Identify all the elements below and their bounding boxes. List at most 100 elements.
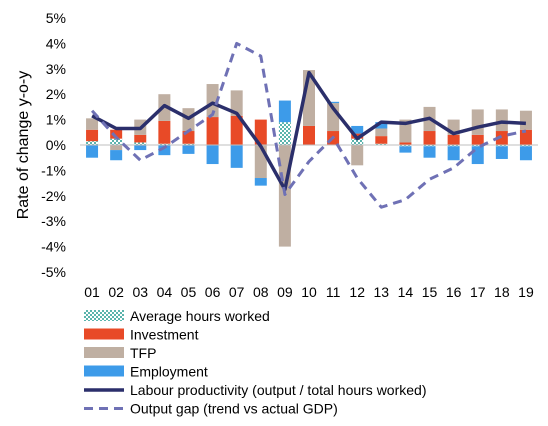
bar-tfp [110, 145, 123, 151]
bar-average-hours-worked [134, 142, 147, 145]
bar-investment [230, 115, 243, 145]
bar-investment [447, 134, 460, 145]
y-axis-title: Rate of change y-o-y [15, 71, 32, 220]
bar-employment [254, 178, 267, 186]
bar-average-hours-worked [399, 145, 412, 147]
bar-average-hours-worked [158, 143, 171, 145]
x-tick-label: 09 [277, 284, 293, 300]
legend: Average hours worked Investment TFP Employm… [84, 308, 427, 417]
legend-label: TFP [130, 345, 156, 361]
x-tick-label: 18 [494, 284, 510, 300]
bar-tfp [206, 84, 219, 118]
y-tick-label: -4% [41, 239, 66, 255]
x-tick-label: 03 [132, 284, 148, 300]
bar-tfp [471, 109, 484, 135]
x-tick-label: 07 [229, 284, 245, 300]
legend-item: Labour productivity (output / total hour… [84, 382, 427, 398]
bar-investment [375, 136, 388, 144]
bar-investment [303, 125, 315, 145]
bar-average-hours-worked [375, 143, 388, 145]
bar-employment [158, 145, 171, 156]
bar-tfp [495, 109, 508, 132]
y-tick-label: -5% [41, 264, 66, 280]
x-tick-label: 02 [108, 284, 124, 300]
bar-average-hours-worked [278, 122, 291, 145]
bar-employment [86, 145, 99, 158]
legend-label: Output gap (trend vs actual GDP) [130, 401, 338, 417]
y-tick-label: 1% [46, 112, 66, 128]
bar-average-hours-worked [519, 145, 532, 147]
bar-tfp [399, 119, 412, 143]
x-tick-label: 16 [446, 284, 462, 300]
bar-tfp [86, 118, 99, 130]
bar-investment [134, 134, 147, 143]
bar-employment [495, 146, 508, 159]
bar-employment [399, 146, 412, 153]
legend-item: Investment [84, 327, 199, 343]
y-tick-label: 5% [46, 10, 66, 26]
bar-employment [327, 101, 340, 104]
bar-average-hours-worked [86, 141, 99, 145]
bar-investment [158, 120, 171, 144]
x-tick-label: 14 [398, 284, 414, 300]
bar-tfp [230, 90, 243, 116]
bar-employment [134, 145, 147, 151]
legend-label: Labour productivity (output / total hour… [130, 382, 427, 398]
bar-employment [230, 145, 243, 168]
bar-employment [110, 150, 123, 161]
x-tick-label: 10 [301, 284, 317, 300]
bar-investment [254, 119, 267, 145]
x-axis-ticks: 01 02 03 04 05 06 07 08 09 10 11 12 13 14 15 16 17 18 19 [84, 284, 534, 300]
legend-item: Average hours worked [84, 308, 270, 324]
legend-label: Investment [130, 327, 199, 343]
legend-label: Average hours worked [130, 308, 270, 324]
legend-item: Employment [84, 364, 208, 380]
x-tick-label: 01 [84, 284, 100, 300]
x-tick-label: 17 [470, 284, 486, 300]
x-tick-label: 05 [181, 284, 197, 300]
y-tick-label: 0% [46, 137, 66, 153]
x-tick-label: 12 [349, 284, 365, 300]
y-axis-ticks: -5% -4% -3% -2% -1% 0% 1% 2% 3% 4% 5% [41, 10, 66, 280]
bar-employment [423, 146, 436, 158]
output-gap-line [90, 41, 527, 209]
legend-label: Employment [130, 364, 208, 380]
y-tick-label: -1% [41, 162, 66, 178]
bar-investment [206, 117, 219, 145]
x-tick-label: 11 [326, 284, 341, 300]
bar-investment [399, 142, 412, 145]
bar-employment [471, 146, 484, 165]
bar-tfp [254, 145, 267, 179]
x-tick-label: 08 [253, 284, 269, 300]
bar-investment [86, 129, 99, 142]
legend-swatch [84, 310, 124, 321]
bar-average-hours-worked [351, 138, 364, 145]
bar-tfp [375, 128, 388, 137]
y-tick-label: 4% [46, 35, 66, 51]
bar-investment [495, 131, 508, 145]
x-tick-label: 06 [205, 284, 221, 300]
bar-investment [519, 129, 532, 145]
bar-average-hours-worked [495, 145, 508, 147]
y-tick-label: 3% [46, 61, 66, 77]
x-tick-label: 04 [157, 284, 173, 300]
x-tick-label: 15 [422, 284, 438, 300]
bar-average-hours-worked [471, 145, 484, 147]
legend-swatch [84, 347, 124, 358]
bar-employment [182, 145, 195, 154]
line-series [90, 41, 527, 209]
bar-investment [110, 129, 123, 139]
legend-swatch [84, 328, 124, 340]
bar-employment [447, 146, 460, 161]
bar-employment [206, 145, 219, 165]
bar-tfp [519, 110, 532, 130]
bar-tfp [351, 145, 364, 166]
y-tick-label: 2% [46, 86, 66, 102]
bar-average-hours-worked [423, 145, 436, 147]
bar-employment [519, 146, 532, 161]
legend-swatch [84, 365, 124, 377]
y-tick-label: -2% [41, 188, 66, 204]
stacked-bars [86, 70, 532, 247]
bar-employment [351, 125, 364, 134]
bar-average-hours-worked [110, 138, 123, 145]
